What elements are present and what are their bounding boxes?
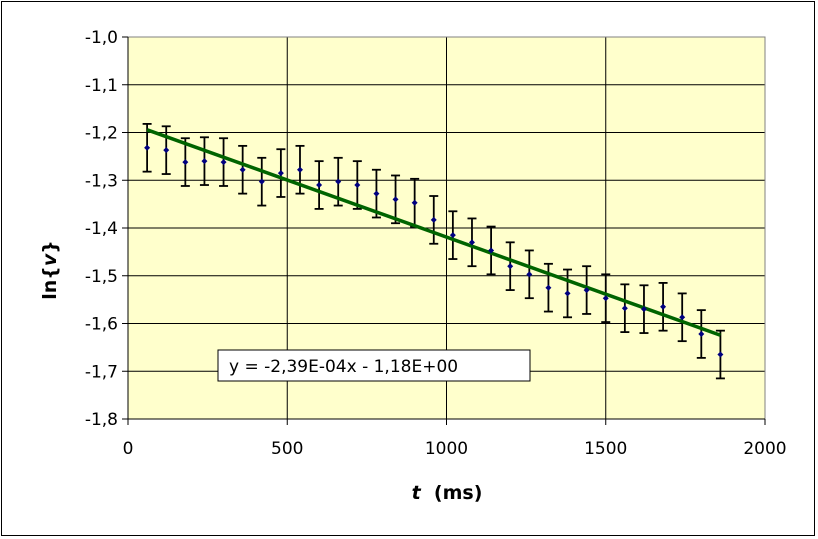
data-point (717, 351, 724, 358)
y-tick-label: -1,8 (85, 410, 118, 430)
data-point (545, 284, 552, 291)
data-point (316, 182, 323, 189)
y-tick-label: -1,3 (85, 171, 118, 191)
y-tick-label: -1,5 (85, 267, 118, 287)
data-point (507, 263, 514, 270)
axes (122, 36, 766, 425)
data-point (220, 159, 227, 166)
data-point (468, 239, 475, 246)
data-point (144, 144, 151, 151)
data-point (698, 331, 705, 338)
y-axis-suffix: } (39, 240, 61, 254)
data-point (182, 159, 189, 166)
data-point (640, 306, 647, 313)
equation-box-frame (217, 349, 531, 382)
data-point (335, 178, 342, 185)
y-tick-label: -1,7 (85, 362, 118, 382)
data-point (488, 247, 495, 254)
y-axis-variable: v (39, 253, 61, 266)
y-tick-label: -1,0 (85, 28, 118, 48)
data-point (449, 232, 456, 239)
y-axis-title: ln{v} (39, 240, 61, 300)
data-point (163, 147, 170, 154)
y-tick-label: -1,4 (85, 219, 118, 239)
x-tick-label: 0 (123, 439, 134, 459)
trendline-equation: y = -2,39E-04x - 1,18E+00 (229, 357, 458, 377)
x-axis-unit: (ms) (421, 482, 483, 504)
data-points (144, 144, 724, 358)
data-point (296, 166, 303, 173)
x-tick-label: 1000 (425, 439, 468, 459)
tick-labels: -1,0 -1,1 -1,2 -1,3 -1,4 -1,5 -1,6 -1,7 -1,80 500… (85, 28, 787, 459)
data-point (354, 182, 361, 189)
data-point (239, 166, 246, 173)
data-point (679, 314, 686, 321)
data-point (373, 190, 380, 197)
data-point (277, 170, 284, 177)
data-point (411, 199, 418, 206)
data-point (392, 196, 399, 203)
y-tick-label: -1,6 (85, 315, 118, 335)
x-tick-label: 1500 (584, 439, 627, 459)
data-point (526, 271, 533, 278)
y-axis-prefix: ln{ (39, 266, 61, 300)
equation-box: y = -2,39E-04x - 1,18E+00 (217, 349, 531, 382)
x-axis-variable: t (412, 482, 422, 504)
data-point (201, 158, 208, 165)
data-point (660, 303, 667, 310)
x-tick-label: 500 (271, 439, 303, 459)
y-tick-label: -1,2 (85, 124, 118, 144)
trendline (146, 128, 722, 337)
data-point (564, 290, 571, 297)
data-point (583, 287, 590, 294)
data-point (621, 305, 628, 312)
data-point (602, 295, 609, 302)
x-tick-label: 2000 (743, 439, 786, 459)
data-point (258, 178, 265, 185)
data-point (430, 216, 437, 223)
x-axis-title: t (ms) (412, 482, 483, 504)
y-tick-label: -1,1 (85, 76, 118, 96)
